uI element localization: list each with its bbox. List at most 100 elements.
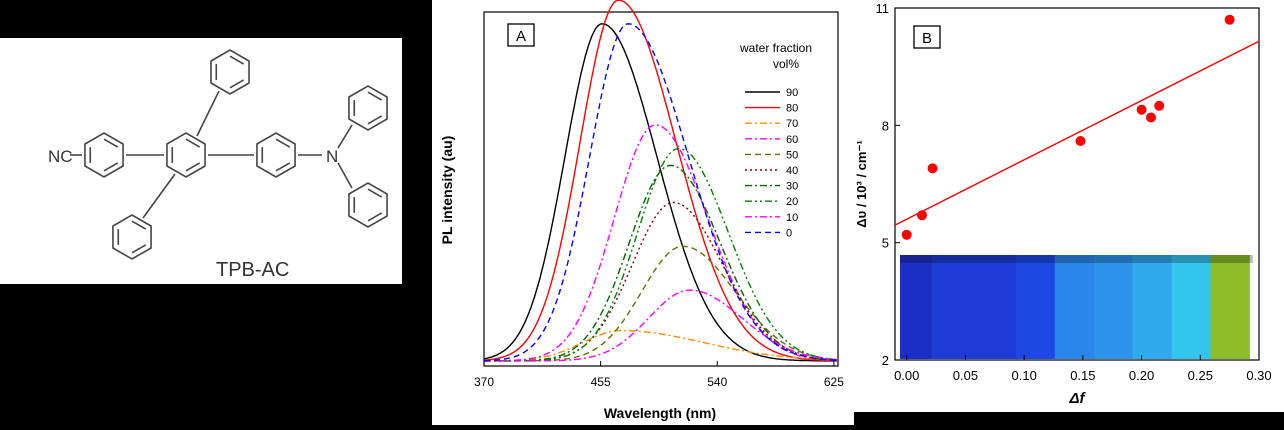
pl-curve-20 <box>484 147 839 362</box>
vial-photo-cap-shadow <box>900 255 1253 263</box>
panel-a-label: A <box>516 28 526 45</box>
vial-photo-5 <box>1093 255 1134 359</box>
legend-label-30: 30 <box>786 181 798 193</box>
molecule-structure <box>70 49 388 260</box>
panel-a-x-axis: 370 455 540 625 <box>474 361 844 389</box>
ring-n-phenyl-top-double-bond <box>367 91 383 101</box>
ring-benzonitrile-double-bond <box>103 162 119 172</box>
panel-b-ylabel: Δυ / 10³ / cm⁻¹ <box>854 140 869 227</box>
ring-bottom-phenyl <box>112 214 152 260</box>
panel-b-xtick-label: 0.15 <box>1070 368 1095 383</box>
bond-n-bottom <box>337 162 353 189</box>
panel-a: 370 455 540 625 A Wavelength (nm) PL intens… <box>432 0 854 425</box>
panel-b-label-box <box>913 25 941 49</box>
vial-photo-6 <box>1132 255 1173 359</box>
panel-a-background <box>432 0 854 425</box>
panel-b-ytick-label: 5 <box>882 236 889 251</box>
data-point-5 <box>1136 104 1147 115</box>
panel-b-xtick-label: 0.25 <box>1188 368 1213 383</box>
vial-photo-4 <box>1054 255 1095 359</box>
legend-label-90: 90 <box>786 87 798 99</box>
linear-fit-line <box>894 40 1260 226</box>
panel-b-ytick-label: 2 <box>882 353 889 368</box>
data-point-1 <box>901 229 912 240</box>
panel-a-label-box <box>507 23 535 47</box>
ring-n-phenyl-bottom-double-bond <box>367 188 383 198</box>
legend-label-70: 70 <box>786 118 798 130</box>
pl-curve-10 <box>484 289 839 362</box>
ring-phenylene-double-bond <box>275 138 291 148</box>
panel-b-xtick-label: 0.20 <box>1129 368 1154 383</box>
vial-photo-3 <box>1015 255 1056 359</box>
legend-label-50: 50 <box>786 149 798 161</box>
legend-label-60: 60 <box>786 134 798 146</box>
ring-top-phenyl-double-bond <box>229 55 245 65</box>
ring-phenylene <box>256 132 296 178</box>
vial-photo-strip <box>900 255 1253 359</box>
ring-benzonitrile-double-bond <box>103 138 119 148</box>
bond-ring2-bottom <box>142 173 176 219</box>
pl-curve-90 <box>483 23 838 362</box>
panel-b-label: B <box>922 30 932 47</box>
ring-top-phenyl <box>210 49 250 95</box>
legend-label-10: 10 <box>786 212 798 224</box>
panel-b-ytick-label: 11 <box>876 1 890 16</box>
pl-curve-50 <box>484 245 839 362</box>
panel-a-xtick-label: 455 <box>591 375 611 389</box>
panel-b-plot-frame <box>894 7 1260 361</box>
ring-benzonitrile <box>84 132 124 178</box>
panel-b-xtick-label: 0.05 <box>953 368 978 383</box>
legend-subtitle: vol% <box>773 57 799 71</box>
panel-b-xtick-label: 0.10 <box>1012 368 1037 383</box>
pl-curve-80 <box>483 0 838 362</box>
panel-a-xtick-label: 625 <box>824 375 844 389</box>
panel-a-curves <box>483 0 839 362</box>
panel-a-plot-frame <box>483 11 839 367</box>
vial-photo-7 <box>1171 255 1211 359</box>
panel-a-legend: water fraction vol% 90 80 70 60 50 40 30 20 10 0 <box>739 41 812 239</box>
ring-bottom-phenyl-double-bond <box>131 244 147 254</box>
data-point-2 <box>917 210 927 221</box>
panel-a-xtick-label: 540 <box>707 375 727 389</box>
panel-b-xtick-label: 0.00 <box>894 368 919 383</box>
molecule-panel: NC N TPB-AC <box>0 38 402 284</box>
data-point-6 <box>1146 112 1156 123</box>
legend-title: water fraction <box>739 41 812 55</box>
pl-curve-70 <box>484 329 838 362</box>
ring-n-phenyl-bottom <box>348 182 388 228</box>
ring-phenylene-double-bond <box>275 162 291 172</box>
ring-top-phenyl-double-bond <box>229 79 245 89</box>
ring-n-phenyl-top <box>348 85 388 131</box>
data-point-8 <box>1224 14 1235 25</box>
ring-bottom-phenyl-double-bond <box>131 220 147 230</box>
amine-nitrogen-label: N <box>326 147 338 166</box>
legend-label-80: 80 <box>786 103 798 115</box>
ring-n-phenyl-bottom-double-bond <box>367 212 383 222</box>
vial-photo-8 <box>1210 255 1250 359</box>
data-point-3 <box>927 163 938 174</box>
data-point-4 <box>1075 136 1086 146</box>
vial-photo-2 <box>931 255 1017 359</box>
panel-a-ylabel: PL intensity (au) <box>439 136 455 245</box>
ring-n-phenyl-top-double-bond <box>367 115 383 125</box>
legend-label-0: 0 <box>786 227 792 239</box>
panel-a-xlabel: Wavelength (nm) <box>604 405 716 421</box>
molecule-background <box>0 38 402 284</box>
pl-curve-0 <box>484 23 838 362</box>
molecule-name: TPB-AC <box>216 259 289 281</box>
vial-photo-1 <box>900 255 933 359</box>
panel-a-xtick-label: 370 <box>474 375 494 389</box>
panel-b-plot: 0.00 0.05 0.10 0.15 0.20 0.25 0.30 2 5 8 11 <box>876 1 1272 383</box>
ring-central-double-bond <box>185 138 201 148</box>
panel-b-ytick-label: 8 <box>882 118 889 133</box>
panel-b: 0.00 0.05 0.10 0.15 0.20 0.25 0.30 2 5 8 11 B Δf Δ… <box>850 0 1284 412</box>
panel-b-xlabel: Δf <box>1068 390 1086 407</box>
ring-central-double-bond <box>185 162 201 172</box>
nitrile-label: NC <box>48 147 73 166</box>
legend-label-20: 20 <box>786 196 798 208</box>
data-point-7 <box>1154 100 1165 111</box>
legend-label-40: 40 <box>786 165 798 177</box>
panel-b-xtick-label: 0.30 <box>1246 368 1271 383</box>
